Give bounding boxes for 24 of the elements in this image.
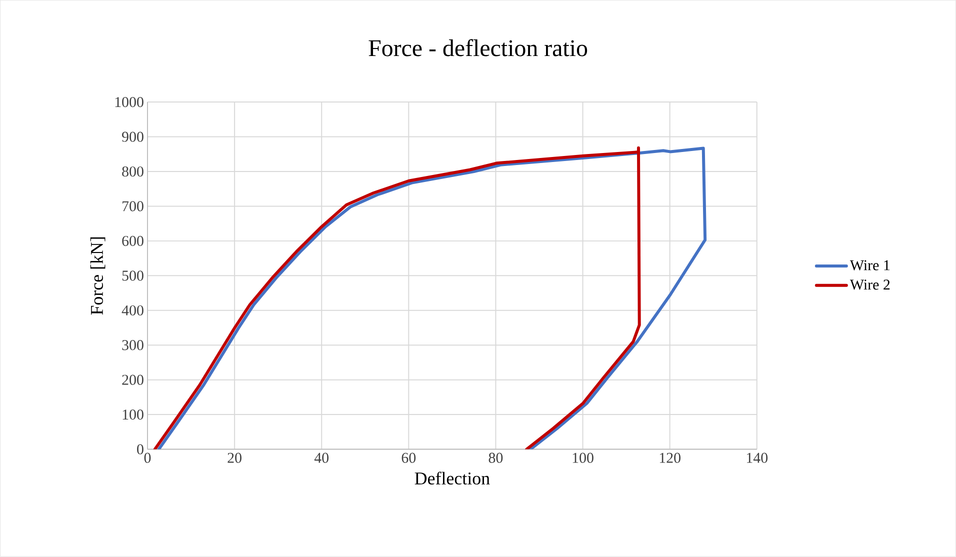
x-axis-title: Deflection bbox=[414, 472, 490, 485]
x-tick-label: 100 bbox=[572, 452, 594, 463]
y-tick-label: 800 bbox=[122, 166, 144, 177]
y-tick-label: 300 bbox=[122, 340, 144, 350]
y-tick-label: 900 bbox=[122, 132, 144, 142]
y-tick-label: 200 bbox=[122, 374, 144, 385]
legend-label: Wire 2 bbox=[850, 280, 890, 290]
x-tick-label: 60 bbox=[402, 452, 416, 463]
x-tick-label: 40 bbox=[314, 452, 329, 463]
y-tick-label: 600 bbox=[122, 236, 144, 246]
legend-label: Wire 1 bbox=[850, 260, 890, 271]
y-axis-title: Force [kN] bbox=[90, 238, 106, 315]
x-tick-label: 0 bbox=[144, 452, 151, 463]
chart-title: Force - deflection ratio bbox=[368, 39, 588, 56]
x-tick-label: 140 bbox=[746, 452, 768, 463]
y-tick-label: 700 bbox=[122, 201, 144, 212]
x-tick-label: 20 bbox=[228, 452, 242, 463]
x-tick-label: 120 bbox=[660, 452, 680, 463]
y-tick-label: 500 bbox=[122, 270, 144, 281]
x-tick-label: 80 bbox=[488, 452, 503, 463]
y-tick-label: 0 bbox=[137, 444, 144, 454]
y-tick-label: 1000 bbox=[115, 97, 144, 108]
y-tick-label: 400 bbox=[122, 305, 144, 316]
y-tick-label: 100 bbox=[122, 410, 144, 420]
